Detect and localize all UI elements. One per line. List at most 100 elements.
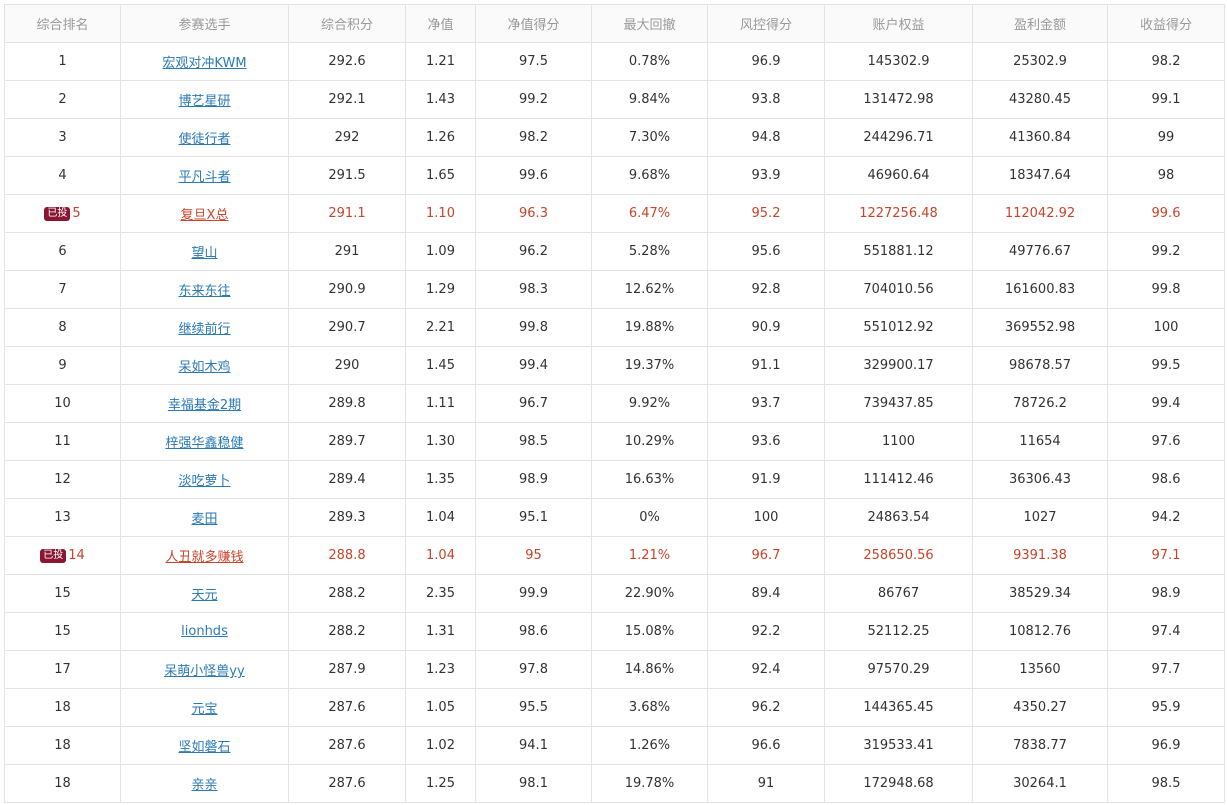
rank-number: 7 (58, 282, 67, 297)
nav-score-cell: 99.8 (475, 308, 592, 347)
player-link[interactable]: 麦田 (191, 512, 218, 527)
max-drawdown-cell: 7.30% (591, 118, 708, 157)
nav-cell: 1.21 (405, 42, 476, 81)
player-link[interactable]: 望山 (191, 246, 218, 261)
equity-cell: 172948.68 (824, 764, 973, 803)
rank-cell: 6 (4, 232, 121, 271)
player-link[interactable]: 幸福基金2期 (167, 398, 242, 413)
nav-score-cell: 96.3 (475, 194, 592, 233)
return-score-cell: 100 (1107, 308, 1225, 347)
return-score-cell: 98 (1107, 156, 1225, 195)
rank-cell: 18 (4, 688, 121, 727)
nav-cell: 1.10 (405, 194, 476, 233)
profit-cell: 78726.2 (972, 384, 1108, 423)
nav-cell: 1.04 (405, 536, 476, 575)
rank-cell: 9 (4, 346, 121, 385)
table-row: 8 继续前行 290.7 2.21 99.8 19.88% 90.9 551012.92 369… (4, 308, 1225, 347)
profit-cell: 98678.57 (972, 346, 1108, 385)
risk-score-cell: 93.8 (707, 80, 825, 119)
equity-cell: 244296.71 (824, 118, 973, 157)
max-drawdown-cell: 3.68% (591, 688, 708, 727)
return-score-cell: 98.6 (1107, 460, 1225, 499)
player-link[interactable]: 东来东往 (178, 284, 231, 299)
table-row: 7 东来东往 290.9 1.29 98.3 12.62% 92.8 704010.56 161… (4, 270, 1225, 309)
header-total-score[interactable]: 综合积分 (288, 4, 406, 43)
nav-cell: 1.43 (405, 80, 476, 119)
player-cell: 望山 (120, 232, 289, 271)
header-player[interactable]: 参赛选手 (120, 4, 289, 43)
nav-cell: 1.04 (405, 498, 476, 537)
player-cell: 梓强华鑫稳健 (120, 422, 289, 461)
player-link[interactable]: 淡吃萝卜 (178, 474, 231, 489)
table-row: 4 平凡斗者 291.5 1.65 99.6 9.68% 93.9 46960.64 18347… (4, 156, 1225, 195)
profit-cell: 49776.67 (972, 232, 1108, 271)
player-link[interactable]: 天元 (191, 588, 218, 603)
player-link[interactable]: 坚如磐石 (178, 740, 231, 755)
max-drawdown-cell: 19.88% (591, 308, 708, 347)
header-risk-score[interactable]: 风控得分 (707, 4, 825, 43)
nav-score-cell: 98.2 (475, 118, 592, 157)
nav-score-cell: 98.6 (475, 612, 592, 651)
player-link[interactable]: 梓强华鑫稳健 (165, 436, 244, 451)
player-link[interactable]: 宏观对冲KWM (162, 56, 247, 71)
rank-cell: 13 (4, 498, 121, 537)
table-row: 12 淡吃萝卜 289.4 1.35 98.9 16.63% 91.9 111412.46 36… (4, 460, 1225, 499)
nav-score-cell: 94.1 (475, 726, 592, 765)
rank-number: 18 (54, 738, 71, 753)
player-cell: 继续前行 (120, 308, 289, 347)
nav-cell: 2.21 (405, 308, 476, 347)
equity-cell: 111412.46 (824, 460, 973, 499)
header-return-score[interactable]: 收益得分 (1107, 4, 1225, 43)
total-score-cell: 287.6 (288, 688, 406, 727)
rank-cell: 15 (4, 612, 121, 651)
equity-cell: 551881.12 (824, 232, 973, 271)
risk-score-cell: 91.1 (707, 346, 825, 385)
equity-cell: 97570.29 (824, 650, 973, 689)
max-drawdown-cell: 5.28% (591, 232, 708, 271)
header-profit[interactable]: 盈利金额 (972, 4, 1108, 43)
header-nav-score[interactable]: 净值得分 (475, 4, 592, 43)
return-score-cell: 98.5 (1107, 764, 1225, 803)
table-row: 3 使徒行者 292 1.26 98.2 7.30% 94.8 244296.71 41360.… (4, 118, 1225, 157)
nav-score-cell: 95.1 (475, 498, 592, 537)
player-link[interactable]: 平凡斗者 (178, 170, 231, 185)
player-link[interactable]: 人丑就多赚钱 (165, 550, 244, 565)
equity-cell: 739437.85 (824, 384, 973, 423)
header-max-drawdown[interactable]: 最大回撤 (591, 4, 708, 43)
player-link[interactable]: 继续前行 (178, 322, 231, 337)
rank-cell: 4 (4, 156, 121, 195)
player-link[interactable]: 复旦X总 (180, 208, 229, 223)
player-link[interactable]: lionhds (181, 624, 228, 639)
risk-score-cell: 96.2 (707, 688, 825, 727)
rank-cell: 12 (4, 460, 121, 499)
risk-score-cell: 92.8 (707, 270, 825, 309)
profit-cell: 10812.76 (972, 612, 1108, 651)
player-link[interactable]: 元宝 (191, 702, 218, 717)
risk-score-cell: 95.2 (707, 194, 825, 233)
player-link[interactable]: 使徒行者 (178, 132, 231, 147)
player-link[interactable]: 博艺星研 (178, 94, 231, 109)
rank-cell: 1 (4, 42, 121, 81)
equity-cell: 86767 (824, 574, 973, 613)
header-nav[interactable]: 净值 (405, 4, 476, 43)
risk-score-cell: 93.9 (707, 156, 825, 195)
profit-cell: 161600.83 (972, 270, 1108, 309)
nav-score-cell: 96.7 (475, 384, 592, 423)
total-score-cell: 289.4 (288, 460, 406, 499)
player-cell: 天元 (120, 574, 289, 613)
player-link[interactable]: 呆萌小怪兽yy (164, 664, 245, 679)
risk-score-cell: 91.9 (707, 460, 825, 499)
player-link[interactable]: 呆如木鸡 (178, 360, 231, 375)
header-rank[interactable]: 综合排名 (4, 4, 121, 43)
risk-score-cell: 96.7 (707, 536, 825, 575)
header-equity[interactable]: 账户权益 (824, 4, 973, 43)
rank-number: 1 (58, 54, 67, 69)
nav-score-cell: 98.9 (475, 460, 592, 499)
table-row: 17 呆萌小怪兽yy 287.9 1.23 97.8 14.86% 92.4 97570.29… (4, 650, 1225, 689)
rank-number: 10 (54, 396, 71, 411)
nav-score-cell: 95.5 (475, 688, 592, 727)
nav-cell: 2.35 (405, 574, 476, 613)
return-score-cell: 99.5 (1107, 346, 1225, 385)
player-link[interactable]: 亲亲 (191, 778, 218, 793)
